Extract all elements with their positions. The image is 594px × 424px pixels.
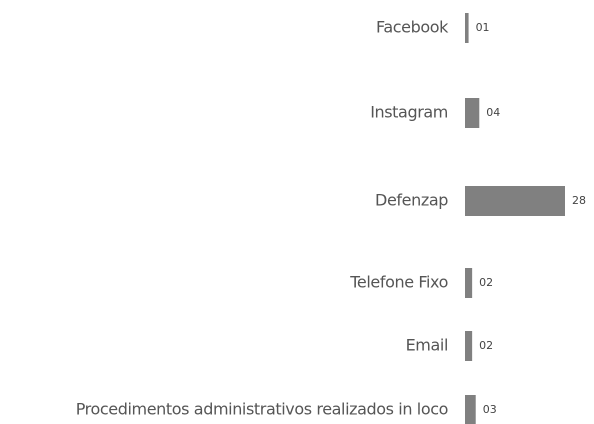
category-label: Defenzap [375, 191, 448, 210]
value-label: 04 [486, 106, 500, 119]
bar [465, 395, 476, 424]
category-label: Telefone Fixo [349, 273, 448, 292]
value-label: 02 [479, 339, 493, 352]
value-label: 01 [476, 21, 490, 34]
category-label: Facebook [376, 18, 449, 37]
bar [465, 186, 565, 216]
value-label: 28 [572, 194, 586, 207]
category-label: Procedimentos administrativos realizados… [76, 400, 448, 419]
bar [465, 268, 473, 298]
bar [465, 13, 469, 43]
bar [465, 331, 473, 361]
bar [465, 98, 480, 128]
category-label: Email [406, 336, 448, 355]
value-label: 03 [483, 403, 497, 416]
value-label: 02 [479, 276, 493, 289]
category-label: Instagram [370, 103, 448, 122]
